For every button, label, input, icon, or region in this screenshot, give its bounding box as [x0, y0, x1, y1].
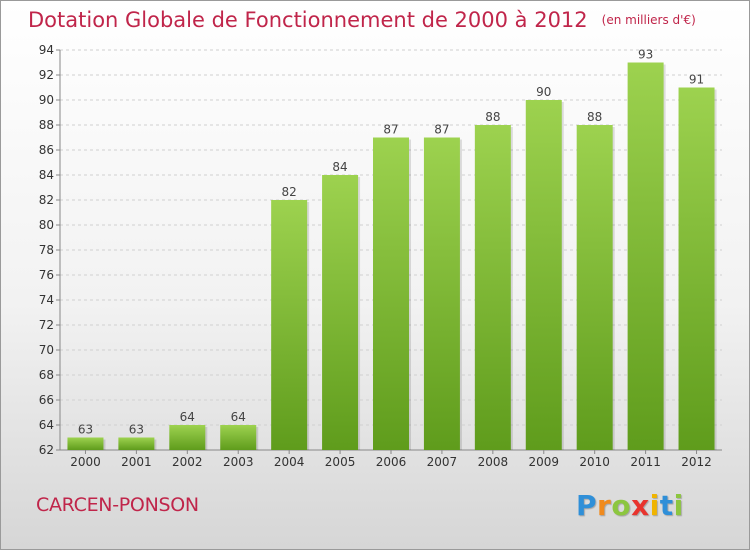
x-tick-label: 2001 [121, 455, 152, 469]
bar-2004 [271, 200, 308, 450]
y-tick-label: 74 [39, 293, 54, 307]
bar-2000 [67, 437, 104, 450]
x-tick-label: 2011 [630, 455, 661, 469]
bar-2001 [118, 437, 155, 450]
bar-2002 [169, 425, 206, 450]
bar-2005 [322, 175, 359, 450]
data-label: 87 [434, 123, 449, 137]
y-tick-label: 86 [39, 143, 54, 157]
bar-2006 [373, 137, 409, 450]
bar-2003 [220, 425, 257, 450]
y-tick-label: 84 [39, 168, 54, 182]
y-tick-label: 76 [39, 268, 54, 282]
data-label: 82 [282, 185, 297, 199]
bar-2008 [474, 125, 511, 450]
bar-2010 [576, 125, 613, 450]
unit-label: (en milliers d'€) [601, 13, 696, 27]
data-label: 88 [587, 110, 602, 124]
data-label: 64 [180, 410, 195, 424]
y-tick-label: 66 [39, 393, 54, 407]
x-tick-label: 2008 [478, 455, 509, 469]
bar-2009 [525, 100, 562, 450]
y-tick-label: 64 [39, 418, 54, 432]
logo-letter: i [649, 489, 660, 522]
logo-letter: t [659, 489, 674, 522]
data-label: 84 [332, 160, 347, 174]
x-tick-label: 2002 [172, 455, 203, 469]
proxiti-logo[interactable]: Proxiti [576, 489, 684, 522]
y-tick-label: 82 [39, 193, 54, 207]
data-label: 93 [638, 48, 653, 62]
logo-letter: o [611, 489, 632, 522]
y-tick-label: 88 [39, 118, 54, 132]
chart-title: Dotation Globale de Fonctionnement de 20… [28, 8, 696, 32]
logo-letter: x [631, 489, 650, 522]
x-tick-label: 2006 [376, 455, 407, 469]
logo-letter: P [576, 489, 598, 522]
y-tick-label: 94 [39, 43, 54, 57]
data-label: 88 [485, 110, 500, 124]
x-tick-label: 2012 [681, 455, 712, 469]
y-tick-label: 92 [39, 68, 54, 82]
x-tick-label: 2004 [274, 455, 305, 469]
label-layer: 63 2000 63 2001 64 2002 64 2003 82 2004 84 2005 87 20… [70, 48, 712, 470]
bar-2011 [627, 62, 664, 450]
bar-2012 [678, 87, 715, 450]
x-tick-label: 2007 [427, 455, 458, 469]
data-label: 87 [383, 123, 398, 137]
data-label: 63 [78, 423, 93, 437]
bar-2007 [423, 137, 460, 450]
x-tick-label: 2009 [528, 455, 559, 469]
bar-layer [67, 62, 717, 450]
commune-name: CARCEN-PONSON [36, 494, 199, 516]
title-text: Dotation Globale de Fonctionnement de 20… [28, 8, 588, 32]
logo-letter: i [673, 489, 684, 522]
axis-layer: 62 64 66 68 70 72 74 76 78 80 82 84 86 88 90 92 94 [39, 43, 722, 457]
y-tick-label: 70 [39, 343, 54, 357]
logo-letter: r [597, 489, 612, 522]
y-tick-label: 80 [39, 218, 54, 232]
data-label: 90 [536, 85, 551, 99]
y-tick-label: 90 [39, 93, 54, 107]
data-label: 64 [231, 410, 246, 424]
y-tick-label: 62 [39, 443, 54, 457]
data-label: 63 [129, 423, 144, 437]
y-tick-label: 72 [39, 318, 54, 332]
y-tick-label: 68 [39, 368, 54, 382]
x-tick-label: 2000 [70, 455, 101, 469]
x-tick-label: 2010 [579, 455, 610, 469]
x-tick-label: 2005 [325, 455, 356, 469]
data-label: 91 [689, 73, 704, 87]
y-tick-label: 78 [39, 243, 54, 257]
x-tick-label: 2003 [223, 455, 254, 469]
